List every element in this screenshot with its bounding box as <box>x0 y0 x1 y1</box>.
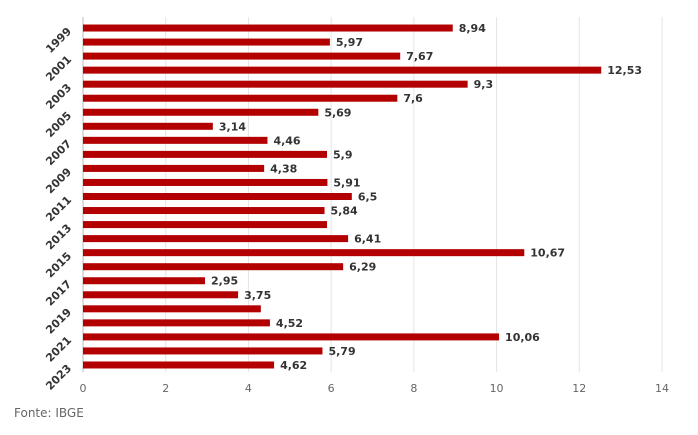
y-axis: 1999200120032005200720092011201320152017… <box>43 25 74 393</box>
data-label-2020: 4,52 <box>276 317 303 330</box>
data-label-1999: 8,94 <box>459 22 486 35</box>
x-tick-label: 2 <box>162 382 169 395</box>
bar-2014 <box>83 235 349 243</box>
data-label-2001: 7,67 <box>406 50 433 63</box>
y-tick-label-2017: 2017 <box>43 278 74 309</box>
x-tick-label: 4 <box>245 382 252 395</box>
data-label-2023: 4,62 <box>280 359 307 372</box>
bar-2002 <box>83 66 602 74</box>
y-tick-label-2015: 2015 <box>43 250 74 281</box>
bar-2021 <box>83 333 500 341</box>
data-label-2009: 4,38 <box>270 162 297 175</box>
data-label-2005: 5,69 <box>324 106 351 119</box>
bar-2000 <box>83 38 330 46</box>
data-label-2018: 3,75 <box>244 289 271 302</box>
data-label-2008: 5,9 <box>333 148 353 161</box>
x-tick-label: 14 <box>655 382 669 395</box>
y-tick-label-2011: 2011 <box>43 193 74 224</box>
y-tick-label-2023: 2023 <box>43 362 74 393</box>
bar-2019 <box>83 305 261 313</box>
x-tick-label: 8 <box>410 382 417 395</box>
y-tick-label-2013: 2013 <box>43 222 74 253</box>
bar-2009 <box>83 164 265 172</box>
data-label-2002: 12,53 <box>607 64 642 77</box>
data-label-2011: 6,5 <box>358 191 378 204</box>
bar-2006 <box>83 122 213 130</box>
bar-2015 <box>83 249 525 257</box>
y-tick-label-2005: 2005 <box>43 109 74 140</box>
bar-2005 <box>83 108 319 116</box>
data-label-2022: 5,79 <box>328 345 355 358</box>
data-label-2007: 4,46 <box>273 134 300 147</box>
x-tick-label: 12 <box>572 382 586 395</box>
bar-2023 <box>83 361 275 369</box>
y-tick-label-2019: 2019 <box>43 306 74 337</box>
data-label-2012: 5,84 <box>331 205 358 218</box>
bar-2016 <box>83 263 344 271</box>
data-label-2010: 5,91 <box>333 176 360 189</box>
data-labels: 8,94 5,97 7,67 12,53 9,3 7,6 5,69 3,14 4,46 5,9 4,… <box>211 22 642 372</box>
bar-2010 <box>83 178 328 186</box>
data-label-2021: 10,06 <box>505 331 540 344</box>
data-label-2016: 6,29 <box>349 261 376 274</box>
bar-2003 <box>83 80 468 88</box>
y-tick-label-2003: 2003 <box>43 81 74 112</box>
bar-2013 <box>83 221 328 229</box>
x-tick-label: 0 <box>80 382 87 395</box>
bar-2004 <box>83 94 398 102</box>
data-label-2006: 3,14 <box>219 120 246 133</box>
y-tick-label-2009: 2009 <box>43 165 74 196</box>
bar-2008 <box>83 150 328 158</box>
data-label-2017: 2,95 <box>211 275 238 288</box>
bar-2007 <box>83 136 268 144</box>
bar-2017 <box>83 277 206 285</box>
x-axis: 0 2 4 6 8 10 12 14 <box>80 382 670 395</box>
bar-2001 <box>83 52 401 60</box>
bars <box>83 24 602 369</box>
y-tick-label-1999: 1999 <box>43 25 74 56</box>
bar-2020 <box>83 319 270 327</box>
source-note: Fonte: IBGE <box>14 406 84 420</box>
data-label-2015: 10,67 <box>530 247 565 260</box>
bar-2011 <box>83 193 352 200</box>
x-tick-label: 10 <box>490 382 504 395</box>
data-label-2004: 7,6 <box>403 92 423 105</box>
data-label-2014: 6,41 <box>354 233 381 246</box>
bar-2022 <box>83 347 323 355</box>
bar-1999 <box>83 24 453 32</box>
x-tick-label: 6 <box>328 382 335 395</box>
y-tick-label-2007: 2007 <box>43 137 74 168</box>
data-label-2000: 5,97 <box>336 36 363 49</box>
y-tick-label-2001: 2001 <box>43 53 74 84</box>
bar-2018 <box>83 291 239 299</box>
y-tick-label-2021: 2021 <box>43 334 74 365</box>
data-label-2003: 9,3 <box>474 78 494 91</box>
bar-2012 <box>83 207 325 215</box>
